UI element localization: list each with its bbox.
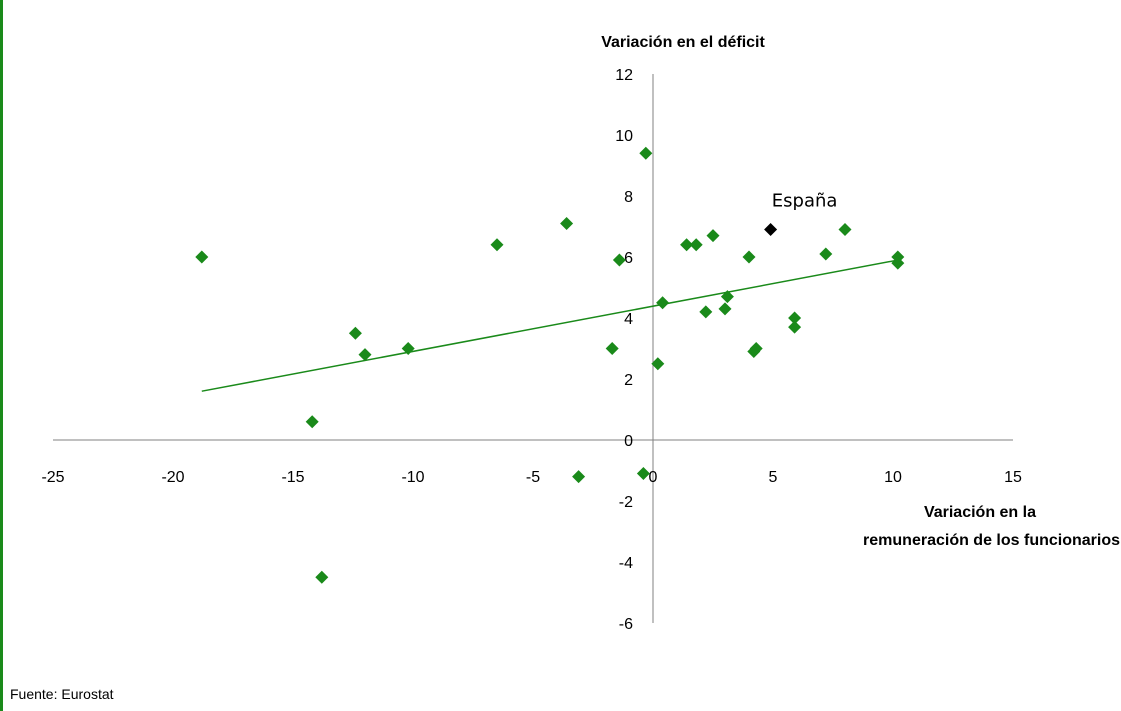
data-point-marker [788,311,802,325]
y-tick-label: 0 [624,433,633,450]
highlight-point-group: España [764,191,837,237]
source-note: Fuente: Eurostat [10,686,114,702]
y-tick-label: -2 [619,494,633,511]
y-tick-label: 6 [624,250,633,267]
y-tick-label: 8 [624,189,633,206]
data-point-marker [401,342,415,355]
x-tick-label: 5 [769,469,778,486]
data-points [195,146,905,584]
data-point-marker [195,250,209,264]
x-tick-label: -15 [281,469,304,486]
y-tick-label: -4 [619,555,633,572]
data-point-marker [689,238,703,252]
y-tick-label: 12 [615,67,633,84]
x-tick-label: -10 [401,469,424,486]
data-point-marker [656,296,670,310]
data-point-marker [742,250,756,264]
data-point-marker [636,467,650,481]
y-tick-labels: 12 10 8 6 4 2 0 -2 -4 -6 [615,67,633,633]
data-point-marker [490,238,504,252]
data-point-marker [639,146,653,160]
trend-line [201,259,898,392]
x-tick-label: 0 [649,469,658,486]
data-point-marker [612,253,626,267]
data-point-marker [718,302,732,316]
data-point-marker [651,357,665,371]
data-point-marker [348,326,362,340]
x-axis-title-line-1: Variación en la [924,504,1036,521]
highlight-point-marker [764,223,778,237]
y-axis-title: Variación en el déficit [601,34,765,51]
data-point-marker [838,223,852,237]
data-point-marker [699,305,713,319]
data-point-marker [305,415,319,429]
x-tick-label: 10 [884,469,902,486]
data-point-marker [788,320,802,334]
data-point-marker [358,348,372,362]
data-point-marker [891,256,905,270]
y-tick-label: -6 [619,616,633,633]
data-point-marker [680,238,694,252]
x-tick-label: -5 [526,469,540,486]
data-point-marker [720,290,734,304]
highlight-label: España [772,191,838,212]
data-point-marker [572,470,586,484]
data-point-marker [819,247,833,261]
data-point-marker [706,229,720,243]
x-axis-title-line-2: remuneración de los funcionarios [863,532,1120,549]
x-tick-labels: -25 -20 -15 -10 -5 0 5 10 15 [41,469,1022,486]
x-tick-label: -25 [41,469,64,486]
left-border-line [0,0,3,711]
data-point-marker [605,342,619,355]
x-tick-label: 15 [1004,469,1022,486]
x-tick-label: -20 [161,469,184,486]
y-tick-label: 10 [615,128,633,145]
data-point-marker [560,216,574,230]
y-tick-label: 2 [624,372,633,389]
y-tick-label: 4 [624,311,633,328]
data-point-marker [315,570,329,584]
data-point-marker [749,342,763,355]
